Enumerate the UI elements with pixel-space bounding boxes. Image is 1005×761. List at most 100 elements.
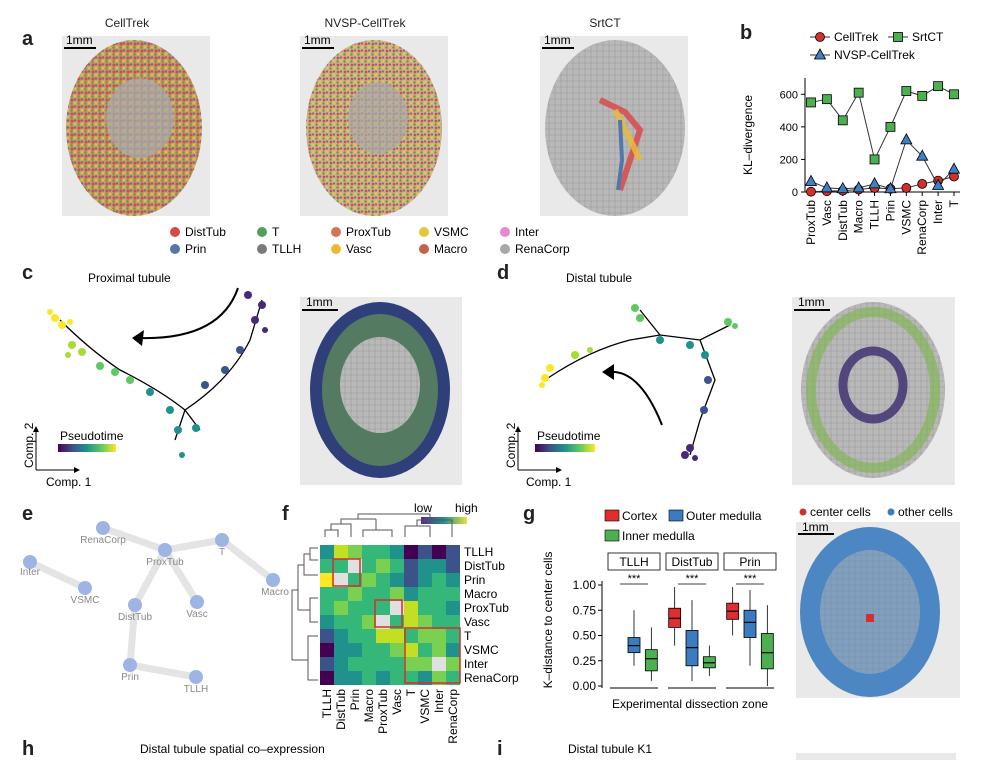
- legend-swatch-renacorp: [500, 244, 510, 254]
- g-legend-label: Inner medulla: [622, 529, 695, 543]
- e-edge: [126, 661, 200, 681]
- panel-a-title-nvsp: NVSP-CellTrek: [324, 16, 406, 30]
- heatmap-cell: [362, 643, 376, 657]
- e-node-prin: [123, 658, 137, 672]
- legend-swatch-t: [257, 227, 267, 237]
- g-facet-strip: [723, 552, 777, 571]
- heatmap-cell: [432, 573, 446, 587]
- panel-label-f: f: [282, 503, 289, 525]
- b-point-srtct: [901, 86, 912, 96]
- b-xtick-label: TLLH: [868, 200, 882, 229]
- panel-a-image-nvsp: [300, 36, 448, 216]
- panel-f-colorbar-high: high: [455, 501, 478, 515]
- heatmap-cell: [320, 545, 334, 559]
- panel-f-row-labels: TLLHDistTubPrinMacroProxTubVascTVSMCInte…: [464, 545, 519, 685]
- heatmap-cell: [334, 643, 348, 657]
- heatmap-cell: [348, 587, 362, 601]
- heatmap-cell: [390, 643, 404, 657]
- e-edge: [99, 524, 169, 554]
- panel-d-scalebar: 1mm: [798, 295, 825, 309]
- b-ytick-label: 400: [780, 122, 798, 134]
- heatmap-cell: [404, 559, 418, 573]
- b-point-celltrek: [901, 183, 912, 193]
- b-ytick-label: 200: [780, 154, 798, 166]
- heatmap-cell: [404, 545, 418, 559]
- e-node-label-renacorp: RenaCorp: [80, 535, 126, 546]
- heatmap-cell: [376, 545, 390, 559]
- f-row-label: Vasc: [464, 615, 490, 629]
- panel-f-colorbar-low: low: [414, 501, 432, 515]
- f-row-label: TLLH: [464, 545, 493, 559]
- legend-label-macro: Macro: [434, 242, 468, 256]
- e-edge: [131, 546, 169, 609]
- b-legend-marker: [813, 48, 827, 60]
- panel-a-scalebar-1: 1mm: [66, 33, 93, 47]
- heatmap-cell: [432, 671, 446, 685]
- legend-swatch-inter: [500, 227, 510, 237]
- e-node-inter: [23, 555, 37, 569]
- legend-swatch-disttub: [170, 227, 180, 237]
- heatmap-cell: [320, 657, 334, 671]
- legend-label-inter: Inter: [515, 225, 539, 239]
- g-box: [644, 649, 658, 672]
- e-node-label-proxtub: ProxTub: [146, 557, 184, 568]
- heatmap-cell: [432, 657, 446, 671]
- b-xtick-label: Macro: [852, 200, 866, 234]
- heatmap-cell: [376, 559, 390, 573]
- g-ytick-label: 0.25: [573, 654, 597, 668]
- panel-a-title-srtct: SrtCT: [589, 16, 621, 30]
- g-spatial-legend-label: center cells: [810, 505, 871, 519]
- heatmap-cell: [418, 671, 432, 685]
- heatmap-cell: [320, 629, 334, 643]
- legend-label-vasc: Vasc: [346, 242, 372, 256]
- heatmap-cell: [362, 657, 376, 671]
- b-xtick-label: Vasc: [820, 200, 834, 226]
- b-xtick-label: Prin: [883, 200, 897, 221]
- panel-e-network: RenaCorp Inter ProxTub T VSMC Macro DistTub Vas…: [20, 521, 289, 695]
- e-node-renacorp: [96, 521, 110, 535]
- heatmap-cell: [320, 601, 334, 615]
- legend-label-vsmc: VSMC: [434, 225, 469, 239]
- e-node-tllh: [189, 670, 203, 684]
- e-edge: [126, 601, 139, 669]
- e-node-label-t: T: [219, 547, 225, 558]
- heatmap-cell: [376, 671, 390, 685]
- panel-c-spatial-image: [300, 297, 462, 485]
- b-xtick-label: VSMC: [899, 200, 913, 235]
- f-col-label: TLLH: [320, 689, 334, 718]
- heatmap-cell: [404, 671, 418, 685]
- heatmap-cell: [348, 545, 362, 559]
- e-edge: [26, 558, 89, 592]
- panel-g-boxplots: Cortex Outer medulla Inner medulla 0.00 0.25…: [541, 505, 953, 711]
- g-ytick-label: 0.75: [573, 603, 597, 617]
- panel-a-legend: DistTub T ProxTub VSMC Inter Prin TLLH Vasc Macr…: [170, 225, 570, 256]
- e-node-disttub: [128, 598, 142, 612]
- heatmap-cell: [320, 559, 334, 573]
- g-spatial-legend-dot: [799, 508, 807, 516]
- heatmap-cell: [320, 587, 334, 601]
- f-col-label: T: [404, 688, 418, 696]
- e-node-macro: [266, 573, 280, 587]
- heatmap-cell: [446, 615, 460, 629]
- b-point-nvsp-celltrek: [820, 181, 834, 193]
- heatmap-cell: [446, 559, 460, 573]
- panel-c-axis2: Comp. 2: [22, 422, 36, 468]
- b-xtick-label: ProxTub: [804, 200, 818, 245]
- f-row-label: RenaCorp: [464, 671, 519, 685]
- e-node-label-vasc: Vasc: [186, 609, 208, 620]
- heatmap-cell: [418, 587, 432, 601]
- panel-label-i: i: [497, 738, 503, 760]
- e-edge: [161, 536, 226, 554]
- g-box: [760, 633, 774, 670]
- heatmap-cell: [404, 657, 418, 671]
- e-node-label-vsmc: VSMC: [71, 595, 100, 606]
- b-point-srtct: [917, 91, 928, 101]
- heatmap-cell: [348, 601, 362, 615]
- heatmap-cell: [390, 587, 404, 601]
- heatmap-cell: [418, 643, 432, 657]
- panel-a-title-celltrek: CellTrek: [104, 16, 150, 30]
- legend-swatch-macro: [419, 244, 429, 254]
- heatmap-cell: [446, 587, 460, 601]
- b-point-srtct: [806, 97, 816, 108]
- panel-label-d: d: [497, 262, 510, 284]
